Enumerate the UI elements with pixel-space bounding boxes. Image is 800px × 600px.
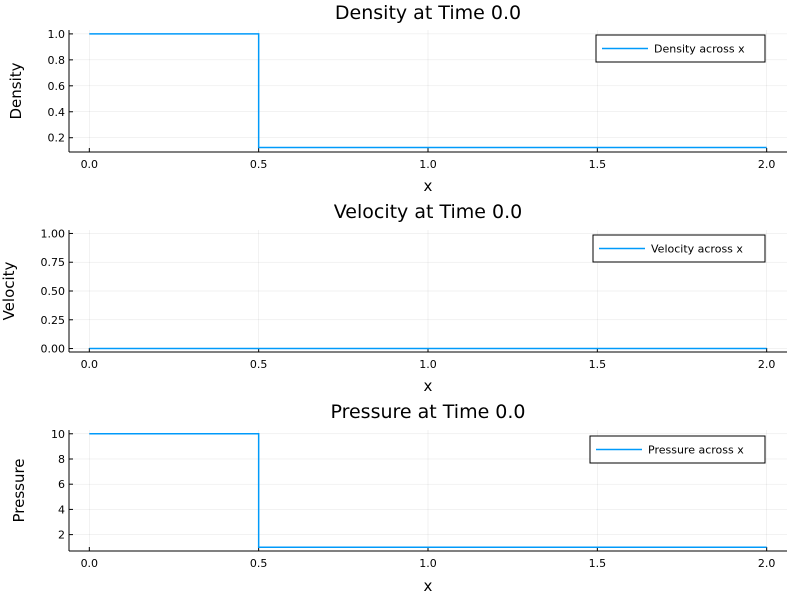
y-tick-label: 4 [58,503,65,516]
x-axis-label: x [424,377,433,395]
y-tick-label: 10 [51,428,65,441]
legend-label: Pressure across x [648,444,744,457]
y-tick-label: 6 [58,478,65,491]
y-axis-label: Density [7,62,25,119]
chart-title: Density at Time 0.0 [335,2,521,24]
y-tick-label: 0.25 [41,314,66,327]
x-tick-label: 1.0 [419,557,437,570]
x-tick-label: 0.0 [81,158,99,171]
x-tick-label: 1.0 [419,158,437,171]
series-line [89,433,767,548]
x-tick-label: 1.5 [589,358,607,371]
x-tick-label: 0.5 [250,557,268,570]
y-tick-label: 0.4 [48,106,66,119]
x-tick-label: 1.0 [419,358,437,371]
x-tick-label: 0.0 [81,358,99,371]
chart-panel-3: 0.0 0.5 1.0 1.5 2.0 2 4 6 8 10 Pressure at Time 0.… [10,401,787,595]
x-tick-label: 0.0 [81,557,99,570]
legend-box [589,435,766,464]
chart-title: Pressure at Time 0.0 [330,401,525,423]
x-tick-label: 2.0 [758,158,776,171]
y-axis-label: Velocity [0,261,18,320]
y-tick-label: 0.6 [48,80,66,93]
x-tick-label: 1.5 [589,557,607,570]
y-tick-label: 0.2 [48,132,66,145]
legend: Pressure across x [589,435,766,464]
y-tick-label: 0.50 [41,285,66,298]
x-axis-label: x [424,177,433,195]
y-tick-label: 1.00 [41,227,66,240]
series-line [89,33,767,149]
legend: Density across x [595,34,766,63]
y-tick-label: 1.0 [48,28,66,41]
x-tick-label: 0.5 [250,158,268,171]
x-tick-label: 2.0 [758,557,776,570]
legend-label: Density across x [654,43,745,56]
y-tick-label: 0.75 [41,256,66,269]
chart-title: Velocity at Time 0.0 [334,201,522,223]
y-tick-label: 8 [58,453,65,466]
y-axis-label: Pressure [10,458,28,522]
legend-label: Velocity across x [651,243,743,256]
x-axis-label: x [424,577,433,595]
y-tick-label: 0.8 [48,54,66,67]
y-tick-label: 2 [58,529,65,542]
legend: Velocity across x [592,234,766,263]
chart-panel-2: 0.0 0.5 1.0 1.5 2.0 0.00 0.25 0.50 0.75 1.00 Veloc… [0,201,787,395]
chart-panel-1: 0.0 0.5 1.0 1.5 2.0 0.2 0.4 0.6 0.8 1.0 Density at… [7,2,787,195]
x-tick-label: 1.5 [589,158,607,171]
x-tick-label: 2.0 [758,358,776,371]
y-tick-label: 0.00 [41,343,66,356]
x-tick-label: 0.5 [250,358,268,371]
